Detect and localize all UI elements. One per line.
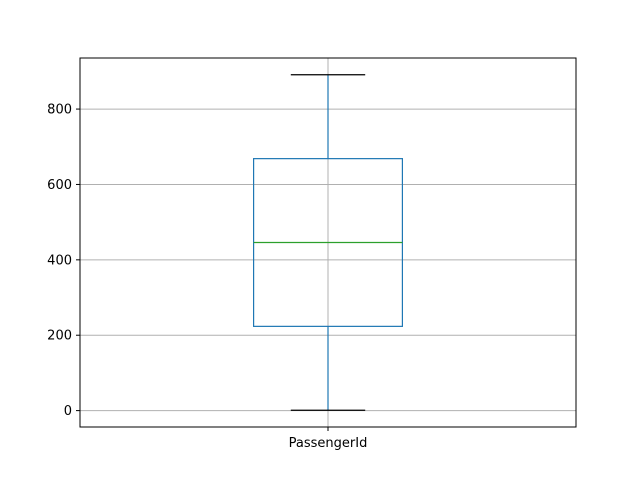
y-tick-label: 0 [64,404,72,419]
x-tick-label: PassengerId [289,436,368,451]
y-tick-label: 800 [47,103,72,118]
tick-layer: 0 200 400 600 800 PassengerId [47,103,367,451]
y-tick-label: 400 [47,253,72,268]
y-tick-label: 600 [47,178,72,193]
box-layer [253,74,404,411]
y-tick-label: 200 [47,329,72,344]
